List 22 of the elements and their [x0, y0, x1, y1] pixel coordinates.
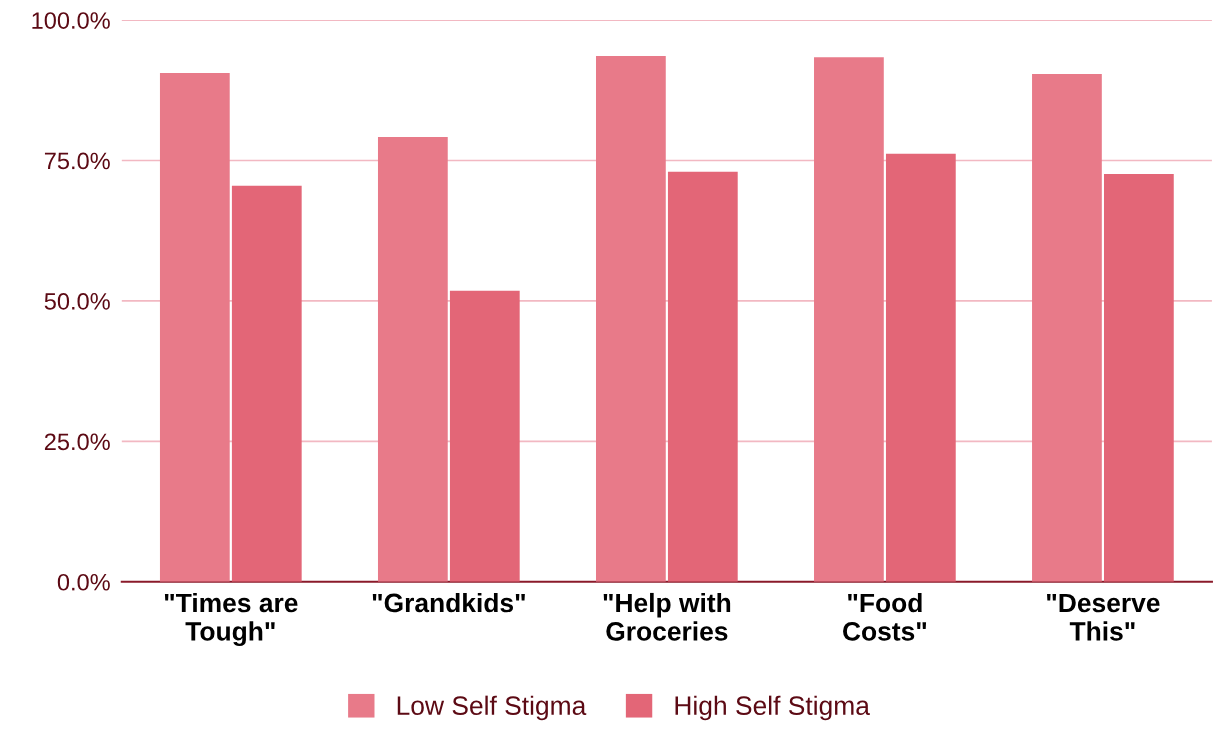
y-tick-label: 25.0% [44, 433, 110, 451]
y-tick-label: 100.0% [32, 12, 110, 29]
x-tick-label: "Grandkids" [372, 592, 525, 613]
bar [231, 185, 302, 582]
y-tick-label: 50.0% [44, 293, 110, 310]
bar [667, 171, 738, 582]
bar [377, 136, 448, 582]
x-tick-label: "Times are Tough" [164, 592, 298, 647]
x-tick-label: "Help with Groceries [603, 592, 731, 641]
bar [1103, 174, 1174, 582]
x-tick-label: "Food Costs" [843, 592, 927, 641]
bar [159, 72, 230, 582]
bar [885, 153, 956, 582]
legend-label: Low Self Stigma [397, 695, 587, 721]
legend-label: High Self Stigma [675, 695, 870, 721]
bar [1032, 74, 1102, 582]
bar [814, 57, 884, 582]
y-tick-label: 75.0% [44, 152, 110, 170]
bar [449, 290, 520, 582]
x-tick-label: "Deserve This" [1047, 593, 1160, 641]
bar [596, 56, 666, 582]
y-tick-label: 0.0% [57, 573, 110, 591]
